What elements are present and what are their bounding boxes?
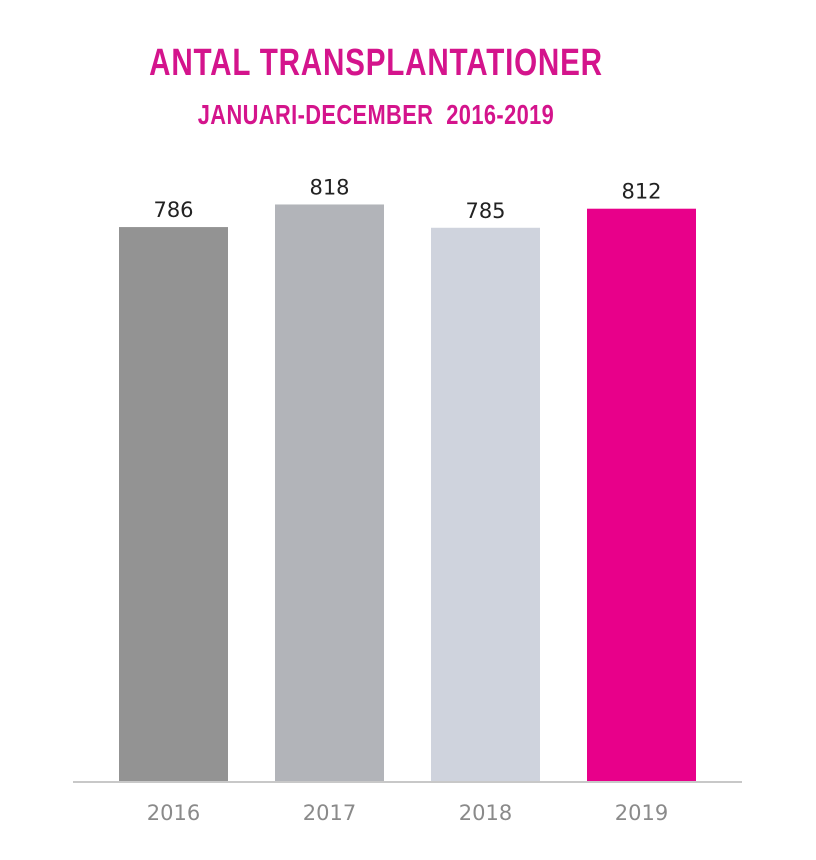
value-label-2016: 786	[153, 198, 193, 222]
x-tick-label-2016: 2016	[147, 801, 200, 825]
bar-2016	[119, 227, 228, 782]
x-tick-label-2019: 2019	[615, 801, 668, 825]
chart-subtitle: JANUARI-DECEMBER 2016-2019	[197, 99, 555, 130]
value-label-2018: 785	[465, 199, 505, 223]
x-tick-label-2017: 2017	[303, 801, 356, 825]
chart-title: ANTAL TRANSPLANTATIONER	[149, 42, 603, 84]
value-label-2019: 812	[621, 180, 661, 204]
bar-2018	[431, 227, 540, 782]
x-tick-label-2018: 2018	[459, 801, 512, 825]
bar-2019	[587, 208, 696, 782]
bar-2017	[275, 204, 384, 782]
value-label-2017: 818	[309, 175, 349, 199]
bars-layer	[119, 204, 696, 782]
labels-layer: 786 2016 818 2017 785 2018 812 2019	[147, 175, 668, 825]
